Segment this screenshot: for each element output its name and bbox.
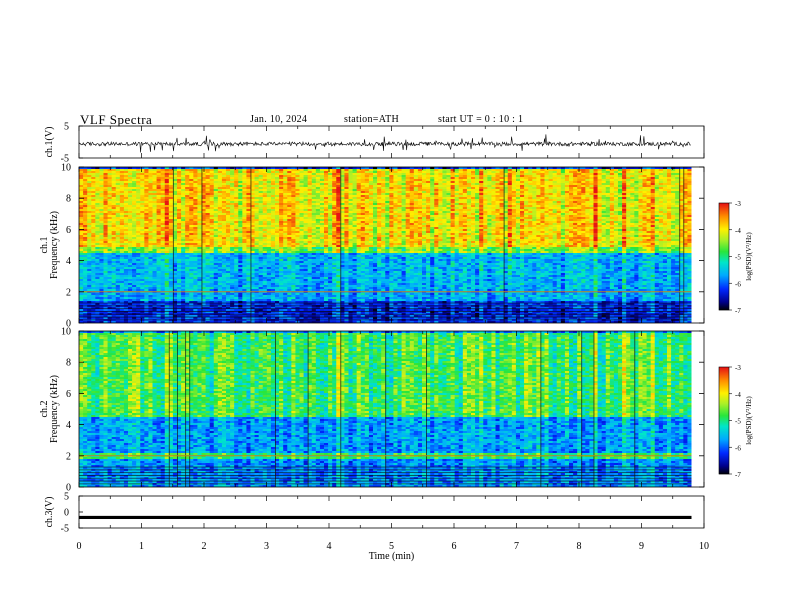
- x-tick-label: 10: [699, 541, 709, 552]
- x-tick-label: 1: [139, 541, 144, 552]
- y-tick-label: -5: [61, 524, 69, 535]
- y-tick-label: 5: [64, 122, 69, 133]
- y-tick-label: 4: [66, 420, 71, 431]
- ch2-spectrogram: [79, 331, 729, 487]
- ch1-waveform-trace: [78, 134, 691, 153]
- y-tick-label: -5: [61, 154, 69, 165]
- start-time-label: start UT = 0 : 10 : 1: [438, 114, 523, 125]
- colorbar-tick-label: -6: [735, 444, 741, 452]
- x-tick-label: 7: [514, 541, 519, 552]
- y-tick-label: 6: [66, 389, 71, 400]
- colorbar-tick-label: -3: [735, 200, 741, 208]
- y-axis-label: ch.2: [39, 401, 50, 418]
- y-tick-label: 0: [66, 319, 71, 330]
- ch1-waveform: [78, 134, 691, 153]
- colorbar-tick-label: -4: [735, 391, 741, 399]
- colorbar-tick-label: -4: [735, 227, 741, 235]
- date-label: Jan. 10, 2024: [250, 114, 307, 125]
- y-axis-label: ch.1: [39, 237, 50, 254]
- x-tick-label: 0: [77, 541, 82, 552]
- y-axis-label: ch.3(V): [44, 497, 55, 528]
- y-tick-label: 5: [64, 492, 69, 503]
- y-tick-label: 10: [61, 327, 71, 338]
- x-tick-label: 6: [452, 541, 457, 552]
- colorbar-label: log(PSD)(V²/Hz): [745, 232, 753, 281]
- ch1-spectrogram: [79, 167, 729, 323]
- colorbar-tick-label: -7: [735, 471, 741, 479]
- y-tick-label: 8: [66, 194, 71, 205]
- y-tick-label: 4: [66, 256, 71, 267]
- colorbar-tick-label: -3: [735, 364, 741, 372]
- x-tick-label: 3: [264, 541, 269, 552]
- colorbar-tick-label: -5: [735, 254, 741, 262]
- y-tick-label: 0: [64, 508, 69, 519]
- colorbar-tick-label: -6: [735, 280, 741, 288]
- x-tick-label: 4: [327, 541, 332, 552]
- chart-title: VLF Spectra: [80, 112, 152, 128]
- y-tick-label: 2: [66, 287, 71, 298]
- y-axis-label: Frequency (kHz): [49, 211, 60, 279]
- y-tick-label: 8: [66, 358, 71, 369]
- y-tick-label: 2: [66, 451, 71, 462]
- y-tick-label: 10: [61, 163, 71, 174]
- x-axis-label: Time (min): [369, 551, 414, 562]
- x-tick-label: 5: [389, 541, 394, 552]
- x-tick-label: 2: [202, 541, 207, 552]
- x-tick-label: 8: [577, 541, 582, 552]
- x-tick-label: 9: [639, 541, 644, 552]
- y-axis-label: Frequency (kHz): [49, 375, 60, 443]
- y-axis-label: ch.1(V): [44, 127, 55, 158]
- colorbar-tick-label: -7: [735, 307, 741, 315]
- y-tick-label: 0: [66, 483, 71, 494]
- colorbar-label: log(PSD)(V²/Hz): [745, 396, 753, 445]
- y-tick-label: 6: [66, 225, 71, 236]
- station-label: station=ATH: [344, 114, 399, 125]
- colorbar-tick-label: -5: [735, 418, 741, 426]
